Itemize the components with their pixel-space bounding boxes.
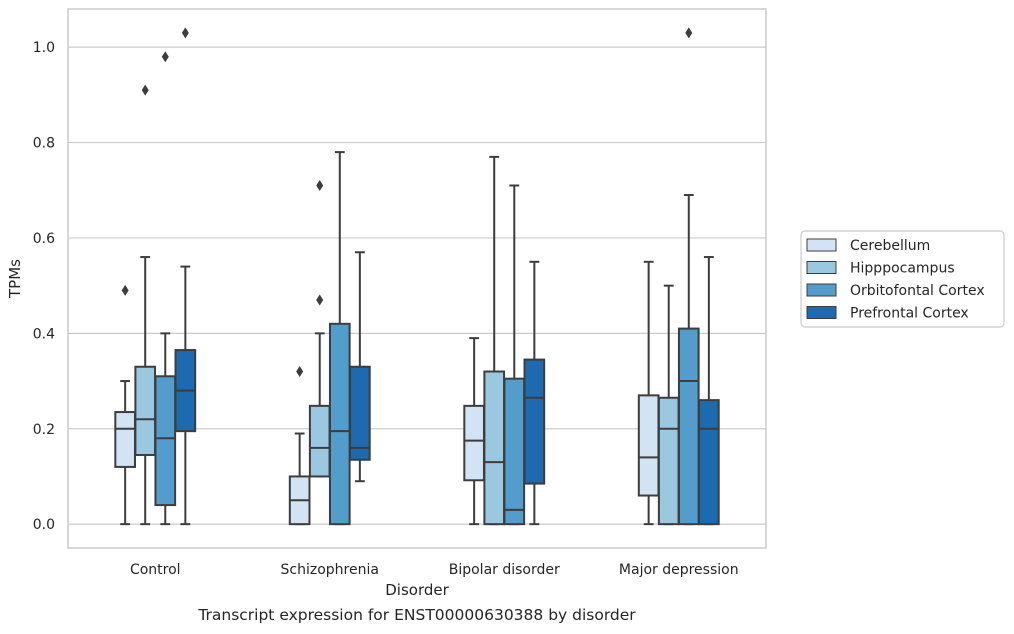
outlier-point [316,179,324,191]
legend-label: Hipppocampus [850,261,955,277]
x-tick-label: Schizophrenia [281,562,379,578]
box-body [677,327,700,526]
box-prefrontal-cortex [174,27,197,526]
outlier-point [316,294,324,306]
box-orbitofontal-cortex [677,27,700,526]
box-hipppocampus [308,179,331,478]
box-hipppocampus [134,84,157,526]
box-cerebellum [637,260,660,526]
box-body [698,399,720,526]
legend-label: Orbitofontal Cortex [850,283,985,299]
box-body [503,377,526,526]
box-body [349,365,371,461]
box-orbitofontal-cortex [328,151,351,526]
outlier-point [181,27,189,39]
plot-marks [114,27,720,526]
y-tick-label: 0.6 [33,231,55,247]
y-tick-label: 0.4 [33,326,55,342]
box-body [523,358,546,485]
box-body [308,404,331,478]
box-prefrontal-cortex [523,260,546,526]
box-body [328,322,351,526]
x-axis-ticks: Control Schizophrenia Bipolar disorder Majo… [130,562,739,578]
legend: Cerebellum Hipppocampus Orbitofontal Corte… [800,230,1005,328]
legend-swatch [806,261,837,274]
x-tick-label: Major depression [619,562,739,578]
y-tick-label: 0.0 [33,517,55,533]
x-tick-label: Bipolar disorder [449,562,560,578]
outlier-point [296,366,304,378]
plot-frame [67,8,767,549]
chart-caption: Transcript expression for ENST0000063038… [198,606,636,624]
box-orbitofontal-cortex [154,51,177,526]
box-cerebellum [114,284,136,526]
y-axis-ticks: 0.0 0.2 0.4 0.6 0.8 1.0 [33,40,55,533]
box-hipppocampus [483,155,506,526]
legend-swatch [806,238,837,252]
box-hipppocampus [657,284,680,526]
outlier-point [141,84,149,96]
box-body [483,370,506,526]
x-tick-label: Control [130,562,181,578]
box-orbitofontal-cortex [503,184,526,526]
y-axis-label: TPMs [6,259,24,299]
legend-label: Prefrontal Cortex [850,306,969,322]
legend-frame [800,230,1005,328]
outlier-point [121,284,129,296]
box-body [154,375,177,507]
outlier-point [161,51,169,63]
box-prefrontal-cortex [698,256,720,526]
legend-label: Cerebellum [850,238,930,254]
x-axis-label: Disorder [385,581,449,599]
y-tick-label: 0.8 [33,136,55,152]
box-body [114,411,136,468]
y-tick-label: 0.2 [33,422,55,438]
box-prefrontal-cortex [349,251,371,483]
box-body [134,365,157,456]
box-body [637,394,660,497]
box-body [463,404,485,482]
outlier-point [685,27,693,39]
legend-swatch [806,283,837,297]
box-cerebellum [463,337,485,526]
box-cerebellum [288,366,311,526]
box-body [657,396,680,526]
legend-swatch [806,306,837,319]
y-tick-label: 1.0 [33,40,55,56]
